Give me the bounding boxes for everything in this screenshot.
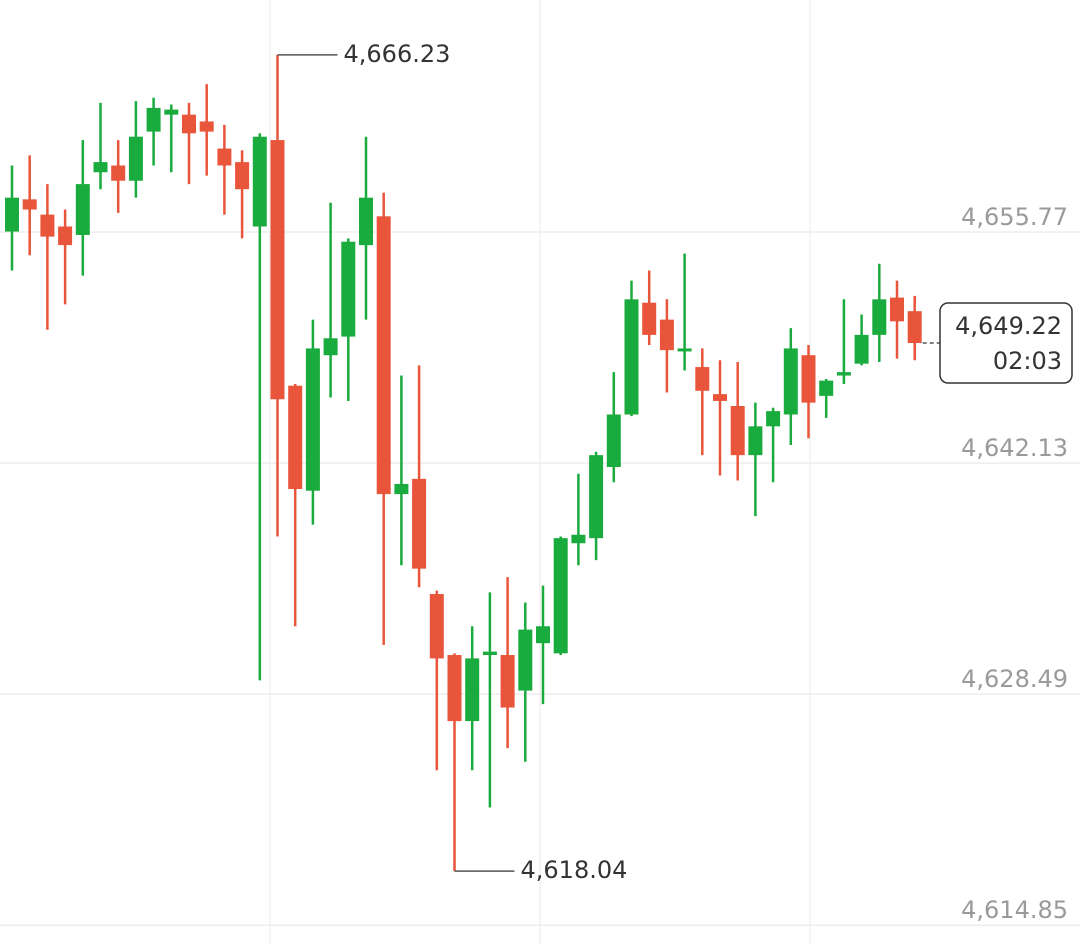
candle-body: [288, 385, 303, 490]
candle-body: [111, 165, 126, 181]
candle-body: [482, 651, 497, 656]
candle-body: [164, 109, 179, 115]
candle-body: [93, 162, 108, 173]
candle-body: [854, 334, 869, 364]
candle-body: [713, 394, 727, 401]
candle-body: [819, 380, 834, 396]
y-tick-label: 4,655.77: [961, 203, 1068, 231]
candle-body: [907, 311, 922, 344]
max-label: 4,666.23: [344, 40, 451, 68]
candle-body: [75, 184, 90, 235]
candle-body: [500, 655, 515, 708]
candle-body: [518, 629, 533, 691]
min-label: 4,618.04: [521, 856, 628, 884]
y-tick-label: 4,628.49: [961, 665, 1068, 693]
candle-body: [22, 199, 37, 210]
candle-body: [128, 136, 143, 181]
candle-body: [536, 626, 550, 644]
candle-body: [748, 426, 763, 456]
candle-body: [429, 594, 444, 659]
candle-body: [801, 355, 816, 403]
candle-body: [412, 478, 427, 569]
candle-body: [376, 216, 391, 495]
candle-body: [323, 338, 338, 356]
candle-body: [359, 197, 373, 246]
candle-body: [589, 455, 604, 539]
candle-body: [766, 411, 781, 427]
last-price-box: [939, 302, 1073, 384]
candle-body: [252, 136, 267, 227]
candle-body: [872, 299, 887, 335]
candle-body: [235, 162, 250, 190]
y-tick-label: 4,642.13: [961, 434, 1068, 462]
candle-body: [465, 658, 480, 722]
candle-body: [40, 214, 55, 237]
candle-body: [5, 197, 19, 232]
candle-body: [305, 348, 320, 491]
candle-body: [677, 348, 692, 352]
candle-body: [182, 114, 196, 134]
candle-body: [890, 297, 904, 322]
candle-body: [217, 148, 232, 166]
candle-body: [553, 538, 568, 654]
candle-body: [624, 299, 639, 415]
candle-body: [270, 140, 285, 400]
candle-body: [642, 302, 657, 335]
y-tick-label: 4,614.85: [961, 896, 1068, 924]
last-price-label: 4,649.22: [955, 312, 1062, 340]
candle-body: [199, 121, 214, 132]
candle-body: [146, 107, 161, 132]
countdown-label: 02:03: [993, 347, 1062, 375]
candle-body: [571, 534, 586, 544]
candle-body: [341, 241, 356, 337]
candle-body: [659, 319, 674, 351]
candle-body: [606, 414, 621, 468]
candle-layer: [5, 54, 922, 872]
candle-body: [447, 655, 462, 722]
candle-body: [394, 483, 409, 495]
note-layer: 4,666.23 4,618.04 4,649.22 02:03: [277, 40, 1073, 884]
candle-body: [58, 226, 73, 246]
grid-layer: 4,655.77 4,642.13 4,628.49 4,614.85: [0, 203, 1080, 926]
candle-body: [695, 367, 710, 391]
candle-body: [836, 372, 851, 376]
candle-body: [730, 406, 745, 456]
candle-body: [783, 348, 798, 415]
